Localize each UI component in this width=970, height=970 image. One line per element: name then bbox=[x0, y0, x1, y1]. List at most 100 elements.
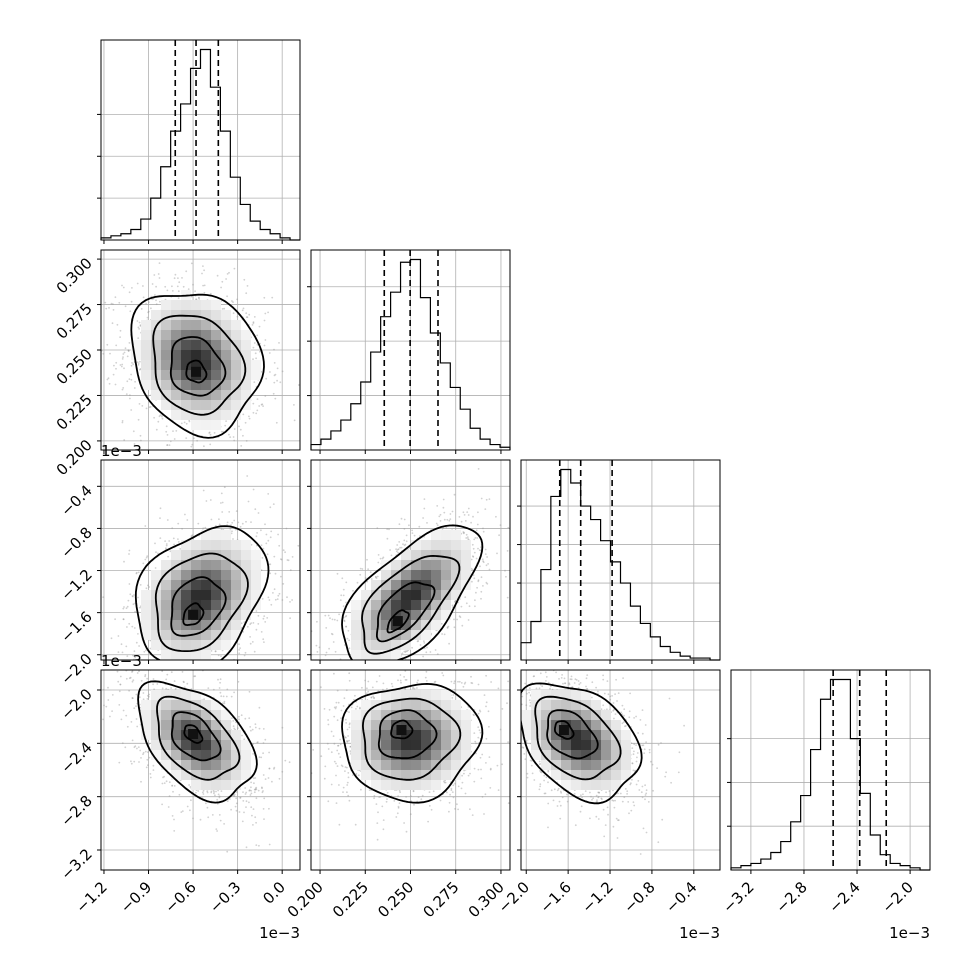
scatter-point bbox=[459, 616, 462, 619]
scatter-point bbox=[128, 291, 131, 294]
density-cell bbox=[201, 320, 211, 330]
scatter-point bbox=[216, 675, 218, 677]
scatter-point bbox=[175, 430, 178, 432]
scatter-point bbox=[465, 537, 468, 539]
scatter-point bbox=[505, 575, 507, 578]
scatter-point bbox=[411, 664, 413, 666]
density-cell bbox=[361, 620, 371, 630]
scatter-point bbox=[131, 671, 133, 673]
scatter-point bbox=[243, 621, 246, 623]
scatter-point bbox=[155, 428, 158, 431]
density-cell bbox=[151, 350, 161, 360]
scatter-point bbox=[463, 531, 465, 534]
scatter-point bbox=[406, 650, 408, 653]
density-cell bbox=[161, 350, 171, 360]
scatter-point bbox=[257, 614, 260, 617]
scatter-point bbox=[241, 309, 244, 312]
contour-line bbox=[152, 314, 247, 416]
scatter-point bbox=[422, 655, 424, 658]
density-cell bbox=[211, 640, 221, 650]
scatter-point bbox=[245, 791, 248, 794]
scatter-point bbox=[233, 267, 236, 270]
scatter-point bbox=[273, 381, 276, 384]
scatter-point bbox=[191, 443, 194, 446]
scatter-point bbox=[164, 540, 167, 542]
density-cell bbox=[211, 590, 221, 600]
density-cell bbox=[191, 360, 201, 370]
scatter-point bbox=[269, 506, 272, 509]
scatter-point bbox=[142, 562, 145, 565]
scatter-point bbox=[134, 380, 137, 383]
density-cell bbox=[221, 530, 231, 540]
scatter-point bbox=[161, 415, 163, 418]
scatter-point bbox=[122, 618, 125, 621]
scatter-point bbox=[361, 568, 364, 570]
scatter-point bbox=[132, 654, 134, 657]
scatter-point bbox=[242, 307, 245, 310]
density-cell bbox=[201, 550, 211, 560]
scatter-point bbox=[120, 643, 123, 646]
scatter-point bbox=[523, 513, 525, 515]
scatter-point bbox=[226, 521, 229, 524]
density-cell bbox=[241, 400, 251, 410]
scatter-point bbox=[242, 434, 244, 437]
density-cell bbox=[211, 620, 221, 630]
scatter-point bbox=[413, 534, 416, 537]
scatter-point bbox=[141, 405, 144, 407]
scatter-point bbox=[193, 437, 195, 440]
scatter-point bbox=[133, 627, 136, 629]
density-cell bbox=[241, 560, 251, 570]
scatter-point bbox=[382, 556, 385, 559]
scatter-point bbox=[146, 555, 149, 558]
scatter-point bbox=[154, 667, 156, 669]
scatter-point bbox=[327, 614, 330, 617]
scatter-point bbox=[251, 641, 254, 643]
scatter-point bbox=[377, 554, 380, 556]
density-cell bbox=[371, 640, 381, 650]
scatter-point bbox=[231, 521, 234, 524]
density-cell bbox=[191, 400, 201, 410]
density-cell bbox=[431, 540, 441, 550]
panel-3-0 bbox=[102, 670, 291, 853]
scatter-point bbox=[482, 560, 484, 562]
density-cell bbox=[171, 410, 181, 420]
density-cell bbox=[371, 610, 381, 620]
density-cell bbox=[231, 320, 241, 330]
density-cell bbox=[231, 540, 241, 550]
scatter-point bbox=[165, 430, 168, 433]
density-cell bbox=[371, 600, 381, 610]
scatter-point bbox=[340, 594, 343, 597]
scatter-point bbox=[362, 675, 364, 677]
scatter-point bbox=[145, 766, 148, 769]
scatter-point bbox=[411, 646, 413, 649]
density-cell bbox=[241, 350, 251, 360]
density-cell bbox=[211, 540, 221, 550]
scatter-point bbox=[137, 326, 140, 329]
scatter-point bbox=[118, 301, 121, 304]
scatter-point bbox=[146, 316, 149, 319]
scatter-point bbox=[468, 605, 471, 608]
scatter-point bbox=[471, 568, 474, 571]
density-cell bbox=[241, 580, 251, 590]
scatter-point bbox=[401, 685, 403, 687]
scatter-point bbox=[190, 799, 192, 802]
density-cell bbox=[251, 580, 261, 590]
scatter-point bbox=[429, 651, 432, 653]
density-cell bbox=[141, 360, 151, 370]
scatter-point bbox=[129, 394, 131, 397]
scatter-point bbox=[295, 661, 297, 663]
scatter-point bbox=[209, 443, 212, 446]
scatter-point bbox=[114, 296, 117, 299]
scatter-point bbox=[477, 511, 479, 514]
scatter-point bbox=[367, 568, 369, 571]
scatter-point bbox=[249, 642, 252, 645]
scatter-point bbox=[285, 703, 287, 705]
scatter-point bbox=[443, 518, 446, 521]
density-cell bbox=[221, 560, 231, 570]
scatter-point bbox=[128, 553, 130, 555]
scatter-point bbox=[282, 583, 285, 585]
scatter-point bbox=[115, 367, 117, 370]
scatter-point bbox=[464, 596, 467, 599]
scatter-point bbox=[177, 297, 180, 300]
scatter-point bbox=[139, 325, 142, 327]
